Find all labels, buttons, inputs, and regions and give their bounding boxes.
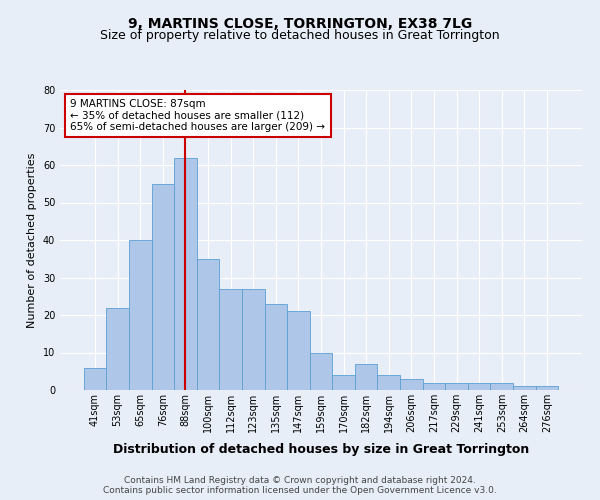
Bar [265, 304, 287, 390]
Bar [490, 382, 513, 390]
Bar [129, 240, 152, 390]
Text: Contains public sector information licensed under the Open Government Licence v3: Contains public sector information licen… [103, 486, 497, 495]
Text: Size of property relative to detached houses in Great Torrington: Size of property relative to detached ho… [100, 29, 500, 42]
Text: 9, MARTINS CLOSE, TORRINGTON, EX38 7LG: 9, MARTINS CLOSE, TORRINGTON, EX38 7LG [128, 18, 472, 32]
Bar [536, 386, 558, 390]
Bar [445, 382, 468, 390]
Bar [174, 158, 197, 390]
Text: Distribution of detached houses by size in Great Torrington: Distribution of detached houses by size … [113, 442, 529, 456]
Bar [377, 375, 400, 390]
Bar [422, 382, 445, 390]
Y-axis label: Number of detached properties: Number of detached properties [27, 152, 37, 328]
Text: 9 MARTINS CLOSE: 87sqm
← 35% of detached houses are smaller (112)
65% of semi-de: 9 MARTINS CLOSE: 87sqm ← 35% of detached… [70, 99, 325, 132]
Bar [106, 308, 129, 390]
Bar [468, 382, 490, 390]
Bar [197, 259, 220, 390]
Bar [220, 289, 242, 390]
Bar [242, 289, 265, 390]
Bar [84, 368, 106, 390]
Bar [355, 364, 377, 390]
Bar [332, 375, 355, 390]
Bar [400, 379, 422, 390]
Text: Contains HM Land Registry data © Crown copyright and database right 2024.: Contains HM Land Registry data © Crown c… [124, 476, 476, 485]
Bar [513, 386, 536, 390]
Bar [310, 352, 332, 390]
Bar [152, 184, 174, 390]
Bar [287, 311, 310, 390]
